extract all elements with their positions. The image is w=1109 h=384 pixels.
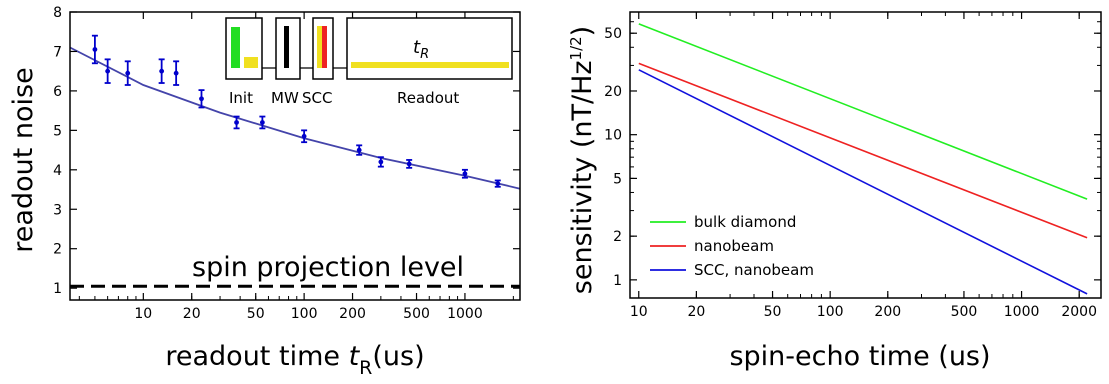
init-green-pulse [231, 27, 240, 68]
series-line-2 [638, 69, 1088, 295]
y-tick-label: 1 [53, 281, 62, 297]
data-point [461, 168, 468, 179]
inset-label-mw: MW [271, 89, 299, 107]
data-point [91, 34, 98, 65]
y-tick-label: 20 [604, 84, 622, 100]
data-point [356, 144, 363, 156]
svg-text:nanobeam: nanobeam [694, 237, 774, 255]
x-tick-label: 2000 [1061, 304, 1097, 320]
y-tick-label: 2 [613, 229, 622, 245]
scc-yellow-pulse [317, 26, 322, 68]
inset-label-init: Init [229, 89, 253, 107]
legend-entry: nanobeam [650, 237, 774, 255]
left-y-axis-title: readout noise [8, 67, 39, 252]
y-tick-label: 50 [604, 26, 622, 42]
x-tick-label: 1000 [1004, 304, 1040, 320]
data-point [173, 60, 180, 86]
x-tick-label: 100 [291, 306, 318, 322]
x-tick-label: 20 [687, 304, 705, 320]
data-point [198, 89, 205, 109]
mw-black-pulse [284, 26, 289, 68]
x-tick-label: 10 [630, 304, 648, 320]
scc-red-pulse [322, 26, 327, 68]
right-x-axis-title: spin-echo time (us) [729, 341, 990, 372]
legend-entry: SCC, nanobeam [650, 261, 814, 279]
svg-text:bulk diamond: bulk diamond [694, 213, 796, 231]
x-tick-label: 1000 [447, 306, 483, 322]
data-point [158, 58, 165, 84]
data-point [494, 179, 501, 188]
init-yellow-pulse [244, 57, 258, 68]
inset-label-scc: SCC [302, 89, 332, 107]
y-tick-label: 7 [53, 44, 62, 60]
y-tick-label: 2 [53, 242, 62, 258]
x-tick-label: 50 [764, 304, 782, 320]
x-tick-label: 500 [951, 304, 978, 320]
readout-yellow-pulse [351, 62, 509, 68]
data-point [377, 156, 384, 168]
readout-tr-label: tR [413, 37, 429, 62]
spin-projection-label: spin projection level [192, 252, 464, 283]
series-line-1 [638, 62, 1088, 239]
plot-frame [629, 11, 1102, 299]
x-tick-label: 20 [183, 306, 201, 322]
legend: bulk diamond nanobeam SCC, nanobeam [650, 213, 814, 279]
right-y-axis-title: sensitivity (nT/Hz1/2) [567, 26, 598, 294]
data-point [259, 115, 266, 130]
data-point [104, 58, 111, 84]
inset-box-readout [346, 17, 513, 80]
y-tick-label: 3 [53, 202, 62, 218]
y-tick-label: 4 [53, 163, 62, 179]
y-tick-label: 5 [613, 171, 622, 187]
x-tick-label: 10 [134, 306, 152, 322]
series-line-0 [638, 23, 1088, 200]
x-tick-label: 100 [817, 304, 844, 320]
data-point [233, 115, 240, 130]
sensitivity-chart: 10 20 50 100 200 500 1000 2000 1 2 5 10 20 50 bulk d… [567, 11, 1102, 372]
y-tick-label: 5 [53, 123, 62, 139]
y-tick-label: 8 [53, 5, 62, 21]
plot-frame [69, 11, 521, 301]
readout-noise-chart: 10 20 50 100 200 500 1000 1 2 3 4 5 6 7 8 spin projec… [8, 5, 521, 379]
x-tick-label: 500 [403, 306, 430, 322]
left-x-axis-title: readout time tR(us) [165, 341, 424, 379]
y-tick-label: 1 [613, 273, 622, 289]
data-point [124, 60, 131, 86]
x-tick-label: 50 [247, 306, 265, 322]
pulse-sequence-inset: tR Init MW SCC Readout [225, 17, 513, 107]
x-tick-label: 200 [874, 304, 901, 320]
data-point [301, 129, 308, 144]
legend-entry: bulk diamond [650, 213, 796, 231]
x-tick-label: 200 [339, 306, 366, 322]
svg-text:SCC, nanobeam: SCC, nanobeam [694, 261, 814, 279]
y-tick-label: 6 [53, 84, 62, 100]
inset-label-readout: Readout [397, 89, 459, 107]
y-tick-label: 10 [604, 128, 622, 144]
data-point [406, 159, 413, 169]
